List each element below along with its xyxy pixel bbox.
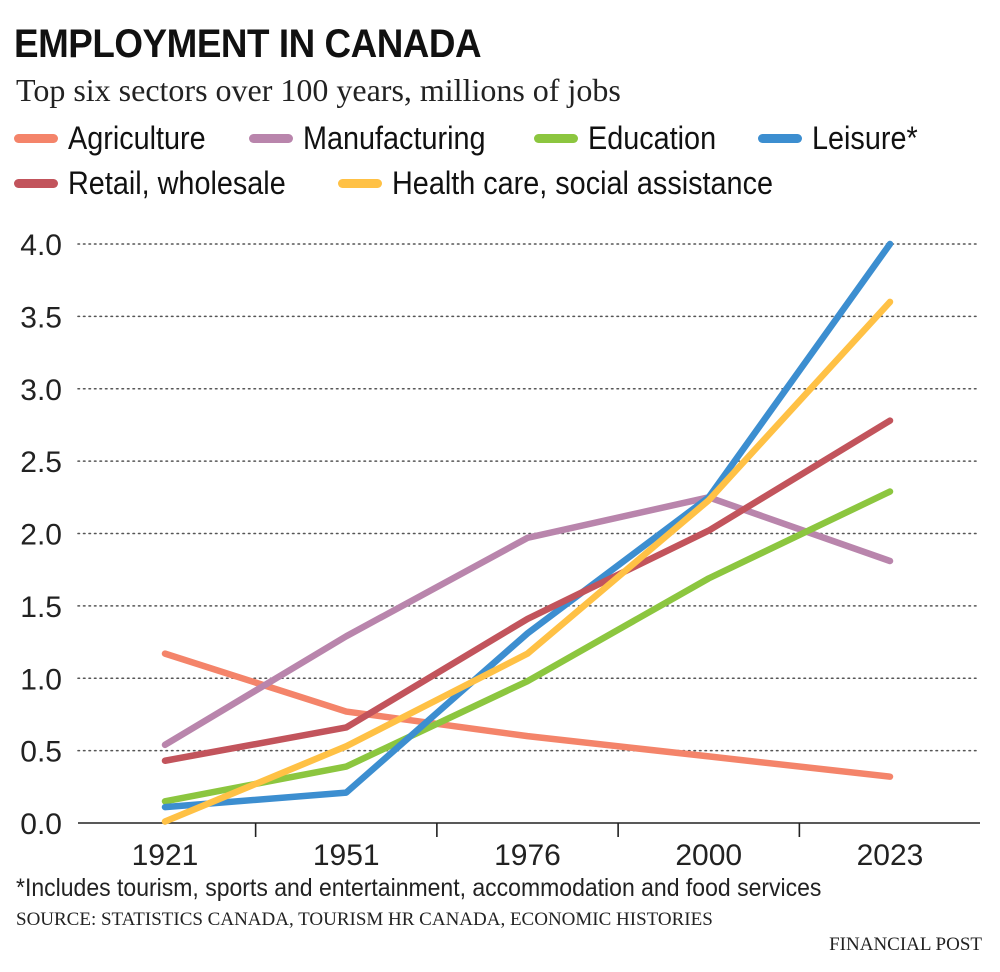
chart-subtitle: Top six sectors over 100 years, millions… [16, 72, 621, 108]
x-tick-label: 2023 [857, 839, 924, 872]
y-tick-label: 2.5 [20, 446, 62, 479]
legend-row-2: Retail, wholesale Health care, social as… [14, 165, 843, 202]
x-tick-label: 1921 [132, 839, 199, 872]
legend-label: Leisure* [812, 120, 918, 156]
x-tick-label: 1976 [494, 839, 561, 872]
series-line-manufacturing [161, 494, 894, 749]
y-tick-label: 4.0 [20, 229, 62, 262]
series-line-leisure [161, 240, 894, 811]
y-tick-label: 3.0 [20, 374, 62, 407]
series-line-education [161, 488, 894, 805]
series-line-health-care-social-assistance [161, 298, 894, 825]
chart-title: EMPLOYMENT IN CANADA [14, 22, 482, 66]
legend-swatch [248, 134, 293, 143]
footnote: *Includes tourism, sports and entertainm… [16, 874, 822, 902]
legend-label: Health care, social assistance [391, 165, 773, 201]
x-tick-label: 2000 [675, 839, 742, 872]
legend-item-agriculture: Agriculture [14, 120, 221, 157]
legend-swatch [14, 179, 58, 188]
legend-label: Manufacturing [302, 120, 486, 156]
legend-swatch [14, 134, 58, 143]
legend-row-1: Agriculture Manufacturing Education Leis… [14, 120, 957, 157]
x-tick-label: 1951 [313, 839, 380, 872]
legend-label: Education [587, 120, 716, 156]
legend-item-education: Education [533, 120, 730, 157]
series-line-agriculture [161, 650, 894, 780]
publisher-credit: FINANCIAL POST [829, 934, 982, 955]
legend-item-manufacturing: Manufacturing [248, 120, 506, 157]
legend-item-leisure: Leisure* [758, 120, 929, 157]
legend-item-health-care: Health care, social assistance [337, 165, 815, 202]
legend-swatch [758, 134, 803, 143]
y-tick-label: 0.0 [20, 808, 62, 841]
y-tick-label: 0.5 [20, 736, 62, 769]
legend-label: Retail, wholesale [68, 165, 286, 201]
legend-swatch [337, 179, 382, 188]
y-tick-label: 2.0 [20, 519, 62, 552]
legend-item-retail: Retail, wholesale [14, 165, 310, 202]
source-line: SOURCE: STATISTICS CANADA, TOURISM HR CA… [16, 909, 713, 930]
legend-label: Agriculture [68, 120, 206, 156]
legend-swatch [533, 134, 578, 143]
y-tick-label: 3.5 [20, 301, 62, 334]
y-tick-label: 1.0 [20, 663, 62, 696]
series-line-retail-wholesale [161, 417, 894, 765]
y-tick-label: 1.5 [20, 591, 62, 624]
